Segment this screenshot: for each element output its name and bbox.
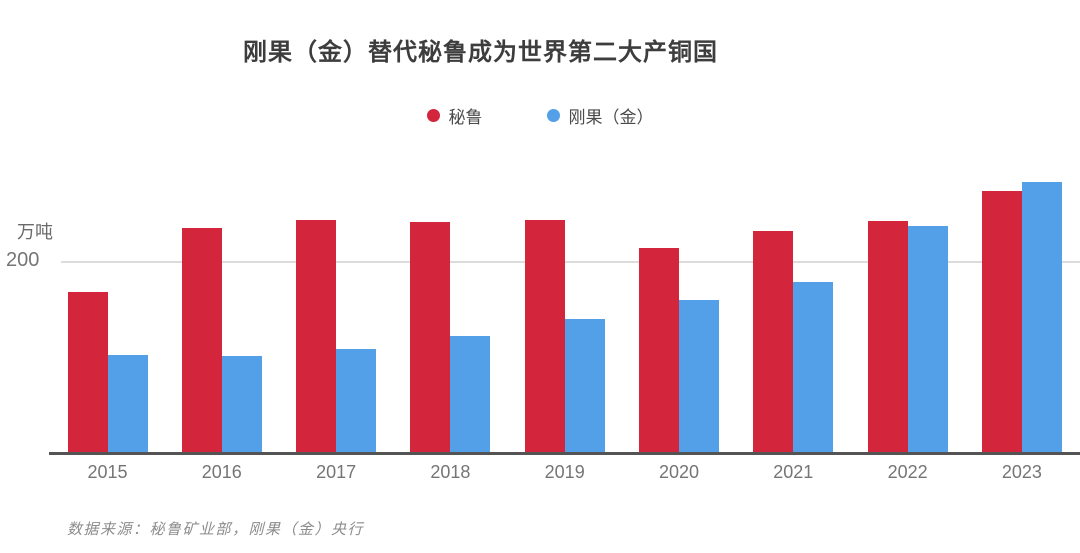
x-axis-label-2018: 2018 xyxy=(430,462,471,482)
legend-label-peru: 秘鲁 xyxy=(448,108,483,127)
legend-dot-peru-icon xyxy=(426,109,440,122)
y-axis-unit-label: 万吨 xyxy=(17,222,53,242)
bar-drc-2015 xyxy=(107,355,148,454)
bar-drc-2017 xyxy=(336,349,377,454)
bar-peru-2022 xyxy=(867,221,908,454)
bar-drc-2019 xyxy=(564,319,605,454)
legend-label-drc: 刚果（金） xyxy=(568,108,654,127)
legend-item-drc: 刚果（金） xyxy=(546,103,654,128)
x-axis-line xyxy=(49,452,1080,455)
x-axis-label-2021: 2021 xyxy=(773,462,814,482)
x-axis-label-2020: 2020 xyxy=(658,462,700,482)
bar-drc-2018 xyxy=(450,336,491,454)
legend-dot-drc-icon xyxy=(546,109,560,122)
x-axis-label-2016: 2016 xyxy=(201,462,242,482)
gridline-200 xyxy=(61,261,1080,263)
bar-peru-2016 xyxy=(181,228,222,454)
chart-title: 刚果（金）替代秘鲁成为世界第二大产铜国 xyxy=(243,39,718,66)
bar-drc-2020 xyxy=(679,300,719,454)
x-axis-label-2017: 2017 xyxy=(316,462,357,482)
legend-item-peru: 秘鲁 xyxy=(426,103,483,128)
legend: 秘鲁 刚果（金） xyxy=(0,103,1080,128)
bar-peru-2023 xyxy=(981,191,1022,454)
bar-peru-2017 xyxy=(296,220,337,454)
x-axis-label-2022: 2022 xyxy=(887,462,928,482)
y-axis-tick-label: 200 xyxy=(6,249,40,271)
bar-peru-2021 xyxy=(753,231,794,454)
bar-drc-2016 xyxy=(221,356,262,454)
bar-drc-2021 xyxy=(793,282,834,454)
bar-peru-2015 xyxy=(67,292,108,454)
bar-drc-2023 xyxy=(1021,182,1062,454)
bar-drc-2022 xyxy=(907,226,948,454)
bar-peru-2019 xyxy=(524,220,565,454)
source-note: 数据来源：秘鲁矿业部，刚果（金）央行 xyxy=(67,521,365,538)
x-axis-label-2019: 2019 xyxy=(544,462,585,482)
bar-peru-2018 xyxy=(410,222,451,454)
x-axis-label-2015: 2015 xyxy=(87,462,128,482)
bar-peru-2020 xyxy=(639,248,679,454)
x-axis-label-2023: 2023 xyxy=(1001,462,1042,482)
